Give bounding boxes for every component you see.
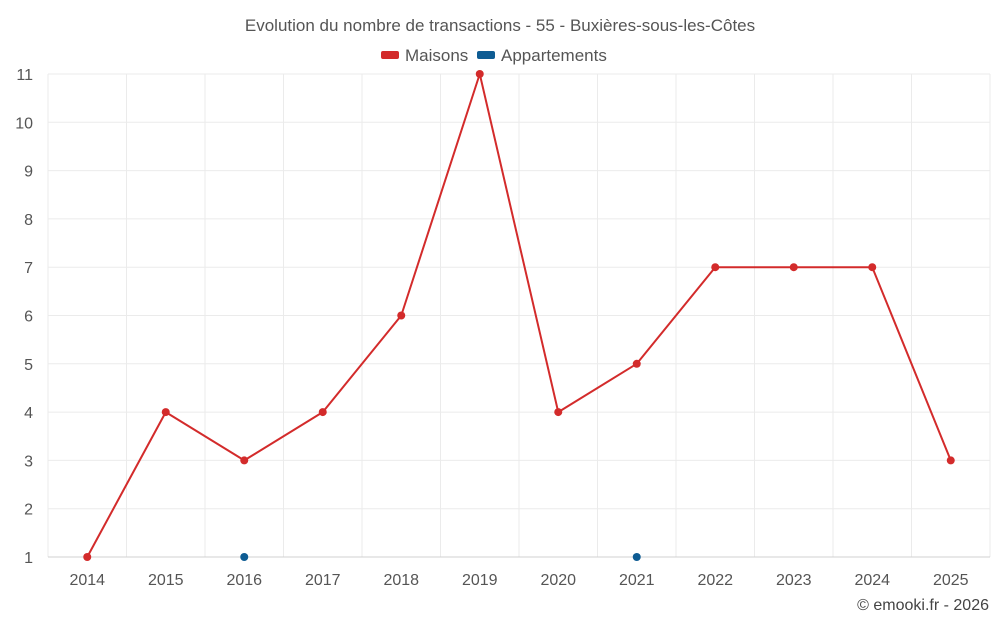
- x-tick-label-2023: 2023: [776, 572, 812, 589]
- data-point-maisons-2020[interactable]: [554, 408, 563, 417]
- data-point-maisons-2024[interactable]: [868, 263, 877, 272]
- x-tick-label-2019: 2019: [462, 572, 498, 589]
- data-point-maisons-2019[interactable]: [475, 70, 484, 78]
- y-tick-label: 4: [24, 405, 33, 422]
- series-maisons: [83, 70, 955, 561]
- x-tick-label-2025: 2025: [933, 572, 969, 589]
- x-tick-label-2020: 2020: [540, 572, 576, 589]
- axes: 1 2 3 4 5 6 7 8 9 10 11 2014 2015 2016 2017 2018 2019 202…: [15, 67, 990, 589]
- y-tick-label: 11: [16, 67, 33, 84]
- x-tick-label-2014: 2014: [69, 572, 105, 589]
- y-tick-label: 8: [24, 212, 33, 229]
- series-layer: [83, 70, 955, 561]
- legend-item-maisons[interactable]: Maisons: [381, 46, 468, 65]
- data-point-maisons-2023[interactable]: [789, 263, 798, 272]
- legend-label: Appartements: [501, 46, 607, 65]
- data-point-maisons-2022[interactable]: [711, 263, 720, 272]
- data-point-appartements-2016[interactable]: [240, 553, 249, 561]
- legend: Maisons Appartements: [381, 46, 607, 65]
- x-tick-label-2022: 2022: [697, 572, 733, 589]
- x-tick-label-2015: 2015: [148, 572, 184, 589]
- data-point-maisons-2018[interactable]: [397, 311, 406, 320]
- legend-swatch: [477, 51, 495, 59]
- x-tick-label-2024: 2024: [854, 572, 890, 589]
- series-line-maisons: [86, 73, 952, 558]
- data-point-appartements-2021[interactable]: [632, 553, 641, 561]
- y-tick-label: 1: [24, 550, 33, 567]
- data-point-maisons-2014[interactable]: [83, 553, 92, 561]
- y-tick-label: 9: [24, 164, 33, 181]
- y-tick-label: 7: [24, 260, 33, 277]
- data-point-maisons-2017[interactable]: [318, 408, 327, 417]
- credit-text: © emooki.fr - 2026: [857, 597, 989, 614]
- data-point-maisons-2021[interactable]: [632, 359, 641, 368]
- x-tick-label-2018: 2018: [383, 572, 419, 589]
- data-point-maisons-2025[interactable]: [946, 456, 955, 465]
- x-tick-label-2016: 2016: [226, 572, 262, 589]
- y-tick-label: 2: [24, 502, 33, 519]
- data-point-maisons-2016[interactable]: [240, 456, 249, 465]
- legend-swatch: [381, 51, 399, 59]
- x-tick-label-2017: 2017: [305, 572, 341, 589]
- x-tick-label-2021: 2021: [619, 572, 655, 589]
- chart-title: Evolution du nombre de transactions - 55…: [245, 16, 755, 35]
- grid: [47, 73, 991, 557]
- data-point-maisons-2015[interactable]: [161, 408, 170, 417]
- y-tick-label: 6: [24, 309, 33, 326]
- legend-label: Maisons: [405, 46, 468, 65]
- series-appartements: [240, 553, 641, 561]
- legend-item-appartements[interactable]: Appartements: [477, 46, 607, 65]
- y-tick-label: 3: [24, 453, 33, 470]
- y-tick-label: 5: [24, 357, 33, 374]
- y-tick-label: 10: [15, 115, 33, 132]
